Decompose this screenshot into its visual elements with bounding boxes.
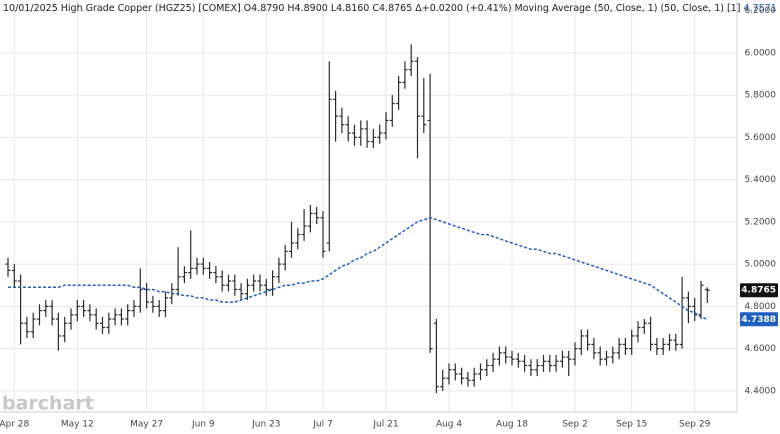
moving-average-line [8,216,708,321]
ma-last-label: 4.7388 [741,315,776,325]
ma-last-box [740,312,778,327]
x-tick-label: Jul 21 [372,420,398,430]
y-tick-label: 5.4000 [745,175,777,185]
x-tick-label: Sep 2 [562,420,588,430]
x-tick-label: May 12 [61,420,94,430]
x-tick-label: May 27 [130,420,163,430]
y-tick-label: 5.2000 [745,217,777,227]
y-tick-label: 5.8000 [745,91,777,101]
x-tick-label: Jun 9 [191,420,215,430]
watermark: barchart [2,393,94,415]
y-tick-label: 5.6000 [745,133,777,143]
x-tick-label: Jul 7 [312,420,332,430]
x-tick-label: Aug 4 [436,420,462,430]
last-price-label: 4.8765 [741,286,776,296]
x-tick-label: Apr 28 [0,420,30,430]
x-tick-label: Aug 18 [496,420,528,430]
y-tick-label: 4.8000 [745,302,777,312]
x-tick-label: Jun 23 [251,420,280,430]
ma-header-value: 4.7571 [743,3,776,14]
y-tick-label: 6.2000 [745,6,777,16]
chart-title: 10/01/2025 High Grade Copper (HGZ25) [CO… [3,3,777,14]
last-price-box [740,283,778,298]
title-text: 10/01/2025 High Grade Copper (HGZ25) [CO… [3,3,740,14]
y-tick-label: 5.0000 [745,260,777,270]
y-tick-label: 6.0000 [745,48,777,58]
x-tick-label: Sep 29 [679,420,711,430]
y-tick-label: 4.6000 [745,344,777,354]
x-tick-label: Sep 15 [616,420,647,430]
y-tick-label: 4.4000 [745,386,777,396]
